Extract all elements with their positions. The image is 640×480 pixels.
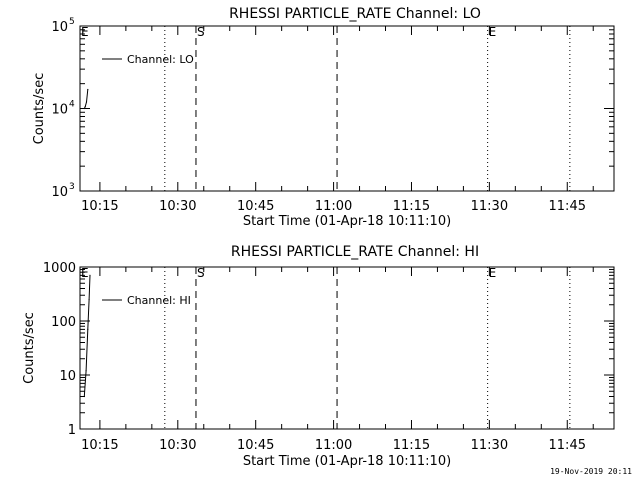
series-line [83, 275, 91, 397]
x-axis-label: Start Time (01-Apr-18 10:11:10) [243, 454, 451, 469]
x-tick-label: 11:30 [471, 438, 508, 453]
plot-frame [79, 25, 615, 192]
data-point [83, 107, 85, 110]
data-point [87, 88, 89, 91]
legend-label: Channel: LO [127, 53, 194, 66]
y-axis-label: Counts/sec [32, 73, 47, 145]
data-point [88, 298, 90, 301]
chart-title: RHESSI PARTICLE_RATE Channel: HI [231, 244, 479, 260]
data-point [85, 101, 88, 103]
event-marker-label: E [489, 25, 497, 39]
x-tick-label: 10:45 [237, 199, 274, 214]
y-tick-label: 10 [51, 103, 68, 118]
x-tick-label: 10:15 [81, 199, 118, 214]
event-marker-label: E [81, 25, 89, 39]
y-tick-label: 1 [68, 423, 76, 438]
y-tick-label: 10 [51, 20, 68, 35]
chart-panel-2: RHESSI PARTICLE_RATE Channel: HI 1 10 100 10… [22, 244, 615, 469]
x-tick-label: 10:30 [159, 438, 196, 453]
y-tick-label: 10 [51, 185, 68, 200]
x-axis-label: Start Time (01-Apr-18 10:11:10) [243, 214, 451, 229]
event-marker-label: S [197, 266, 205, 280]
event-marker-label: S [197, 25, 205, 39]
y-tick-label: 100 [51, 315, 76, 330]
plot-frame [79, 266, 615, 430]
y-tick-label: 10 [59, 369, 76, 384]
x-tick-label: 11:00 [315, 438, 352, 453]
x-tick-label: 11:15 [393, 199, 430, 214]
x-tick-label: 10:45 [237, 438, 274, 453]
x-tick-label: 11:45 [549, 199, 586, 214]
y-tick-label: 1000 [43, 261, 76, 276]
x-tick-label: 11:00 [315, 199, 352, 214]
event-marker-label: E [81, 266, 89, 280]
data-point [84, 106, 86, 108]
footer-timestamp: 19-Nov-2019 20:11 [550, 467, 632, 476]
data-point [83, 395, 85, 398]
data-point [89, 274, 91, 276]
series-line [83, 89, 89, 109]
data-point [87, 328, 89, 330]
event-marker-label: E [489, 266, 497, 280]
x-tick-label: 11:15 [393, 438, 430, 453]
legend-label: Channel: HI [127, 294, 191, 307]
x-tick-label: 10:30 [159, 199, 196, 214]
y-tick-label-exponent: 5 [69, 17, 75, 27]
x-tick-label: 11:30 [471, 199, 508, 214]
x-tick-label: 10:15 [81, 438, 118, 453]
x-tick-label: 11:45 [549, 438, 586, 453]
y-tick-label-exponent: 4 [69, 100, 75, 110]
chart-title: RHESSI PARTICLE_RATE Channel: LO [229, 6, 481, 22]
y-tick-label-exponent: 3 [69, 182, 75, 192]
y-axis-label: Counts/sec [22, 312, 37, 384]
data-point [85, 370, 87, 372]
